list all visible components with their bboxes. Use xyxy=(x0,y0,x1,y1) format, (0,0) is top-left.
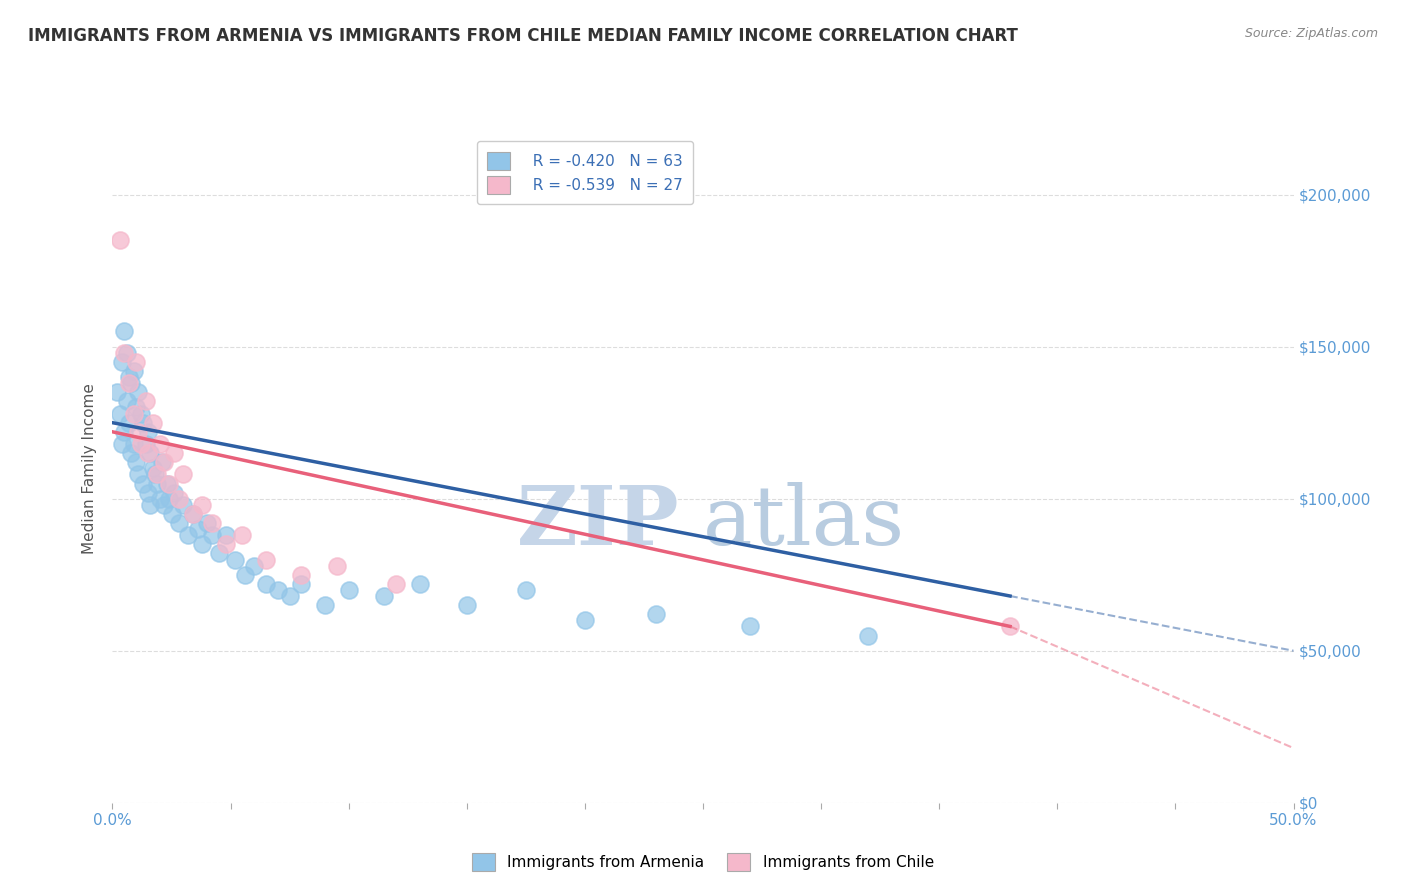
Point xyxy=(125,401,148,415)
Text: Source: ZipAtlas.com: Source: ZipAtlas.com xyxy=(1244,27,1378,40)
Point xyxy=(111,437,134,451)
Point xyxy=(326,558,349,573)
Text: ZIP: ZIP xyxy=(517,482,679,562)
Point xyxy=(122,407,145,421)
Point xyxy=(157,491,180,506)
Point xyxy=(231,528,253,542)
Point xyxy=(108,407,131,421)
Point xyxy=(146,467,169,482)
Legend:   R = -0.420   N = 63,   R = -0.539   N = 27: R = -0.420 N = 63, R = -0.539 N = 27 xyxy=(477,142,693,204)
Point xyxy=(118,376,141,391)
Point xyxy=(153,498,176,512)
Point xyxy=(167,491,190,506)
Point xyxy=(160,507,183,521)
Point xyxy=(127,425,149,439)
Point xyxy=(195,516,218,530)
Point xyxy=(408,577,430,591)
Point xyxy=(254,552,277,566)
Point xyxy=(191,537,214,551)
Point xyxy=(120,376,142,391)
Point xyxy=(373,589,395,603)
Point xyxy=(142,416,165,430)
Point xyxy=(132,416,155,430)
Point xyxy=(120,446,142,460)
Point xyxy=(186,522,208,536)
Point xyxy=(644,607,666,622)
Point xyxy=(139,498,162,512)
Point xyxy=(149,491,172,506)
Point xyxy=(385,577,408,591)
Point xyxy=(172,467,194,482)
Point xyxy=(167,516,190,530)
Point xyxy=(105,385,128,400)
Point xyxy=(139,446,162,460)
Text: atlas: atlas xyxy=(703,482,905,562)
Point xyxy=(112,425,135,439)
Point xyxy=(150,455,173,469)
Point xyxy=(858,628,880,642)
Point xyxy=(136,485,159,500)
Point xyxy=(337,582,360,597)
Point xyxy=(215,528,238,542)
Point xyxy=(143,467,166,482)
Point xyxy=(127,467,149,482)
Point xyxy=(129,437,152,451)
Point xyxy=(118,370,141,384)
Point xyxy=(574,613,596,627)
Point xyxy=(149,437,172,451)
Point xyxy=(108,233,131,247)
Point xyxy=(172,498,194,512)
Point xyxy=(118,416,141,430)
Point xyxy=(115,394,138,409)
Point xyxy=(136,425,159,439)
Point xyxy=(135,394,157,409)
Point xyxy=(122,364,145,378)
Point xyxy=(740,619,762,633)
Point xyxy=(290,577,312,591)
Point xyxy=(127,385,149,400)
Point xyxy=(233,567,256,582)
Point xyxy=(129,407,152,421)
Point xyxy=(115,345,138,359)
Point xyxy=(515,582,537,597)
Point xyxy=(290,567,312,582)
Point xyxy=(122,437,145,451)
Y-axis label: Median Family Income: Median Family Income xyxy=(82,383,97,554)
Point xyxy=(181,507,204,521)
Point xyxy=(112,345,135,359)
Point xyxy=(136,446,159,460)
Point xyxy=(112,325,135,339)
Point xyxy=(998,619,1021,633)
Point xyxy=(267,582,290,597)
Point xyxy=(156,476,179,491)
Point xyxy=(135,437,157,451)
Legend: Immigrants from Armenia, Immigrants from Chile: Immigrants from Armenia, Immigrants from… xyxy=(463,844,943,880)
Point xyxy=(278,589,301,603)
Point xyxy=(254,577,277,591)
Point xyxy=(111,355,134,369)
Point xyxy=(177,528,200,542)
Point xyxy=(163,485,186,500)
Point xyxy=(456,598,478,612)
Point xyxy=(181,507,204,521)
Point xyxy=(157,476,180,491)
Point xyxy=(125,455,148,469)
Point xyxy=(314,598,336,612)
Point xyxy=(153,455,176,469)
Point xyxy=(208,546,231,560)
Text: IMMIGRANTS FROM ARMENIA VS IMMIGRANTS FROM CHILE MEDIAN FAMILY INCOME CORRELATIO: IMMIGRANTS FROM ARMENIA VS IMMIGRANTS FR… xyxy=(28,27,1018,45)
Point xyxy=(125,355,148,369)
Point xyxy=(163,446,186,460)
Point xyxy=(142,461,165,475)
Point xyxy=(146,476,169,491)
Point xyxy=(132,476,155,491)
Point xyxy=(215,537,238,551)
Point xyxy=(201,528,224,542)
Point xyxy=(201,516,224,530)
Point xyxy=(191,498,214,512)
Point xyxy=(224,552,246,566)
Point xyxy=(243,558,266,573)
